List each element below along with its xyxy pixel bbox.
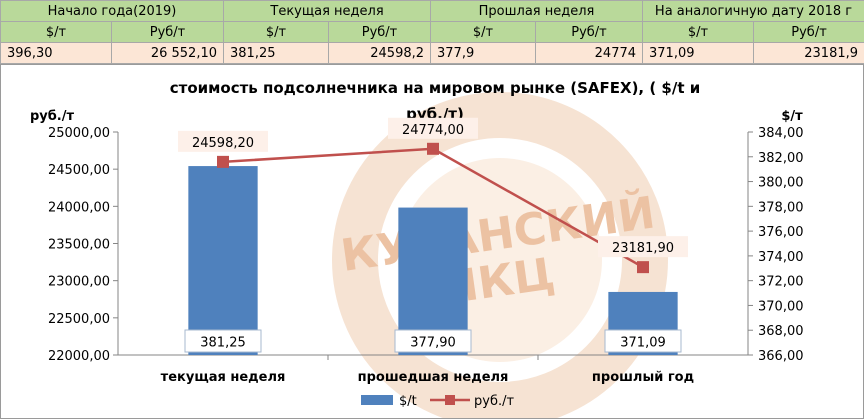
unit-cell: $/т <box>0 21 112 43</box>
header-same-date-2018: На аналогичную дату 2018 г <box>642 0 864 22</box>
value-cell: 396,30 <box>0 42 112 64</box>
line-data-label: 24598,20 <box>192 136 254 151</box>
line-point-rub <box>427 142 439 155</box>
bar-data-label-box <box>394 329 472 353</box>
y2-tick-label: 366,00 <box>758 349 804 364</box>
y2-tick-label: 378,00 <box>758 200 804 215</box>
chart-title-line1: стоимость подсолнечника на мировом рынке… <box>170 79 701 97</box>
y2-tick-label: 372,00 <box>758 275 804 290</box>
bar-data-label-box <box>604 329 682 353</box>
value-cell: 24598,2 <box>327 42 432 64</box>
line-point-rub <box>637 261 649 274</box>
y-tick-label: 23000,00 <box>48 275 110 290</box>
value-cell: 381,25 <box>223 42 329 64</box>
y-tick-label: 22500,00 <box>48 312 110 327</box>
value-cell: 26 552,10 <box>111 42 224 64</box>
line-data-label: 24774,00 <box>402 123 464 138</box>
legend-label-rub: руб./т <box>474 394 514 409</box>
bar-data-label: 377,90 <box>410 336 456 351</box>
y-tick-label: 24500,00 <box>48 163 110 178</box>
bar-data-label: 381,25 <box>200 336 246 351</box>
bar-data-label: 371,09 <box>620 336 666 351</box>
y2-tick-label: 384,00 <box>758 126 804 141</box>
unit-cell: Руб/т <box>753 21 864 43</box>
watermark-logo: КУБАНСКИЙ ИКЦ <box>332 92 668 419</box>
y2-tick-label: 376,00 <box>758 225 804 240</box>
y2-tick-label: 374,00 <box>758 250 804 265</box>
value-cell: 371,09 <box>642 42 755 64</box>
unit-cell: Руб/т <box>111 21 224 43</box>
y-axis-label: руб./т <box>30 109 75 124</box>
price-chart: КУБАНСКИЙ ИКЦ стоимость подсолнечника на… <box>30 79 804 419</box>
y-tick-label: 24000,00 <box>48 200 110 215</box>
y-tick-label: 25000,00 <box>48 126 110 141</box>
unit-cell: $/т <box>223 21 329 43</box>
x-tick-label: прошедшая неделя <box>358 370 509 385</box>
line-data-label-box <box>178 130 268 152</box>
y2-axis-label: $/т <box>781 109 803 124</box>
x-tick-label: текущая неделя <box>161 370 286 385</box>
value-cell: 23181,9 <box>753 42 864 64</box>
legend-swatch-usd <box>361 395 393 405</box>
legend-label-usd: $/t <box>399 394 417 409</box>
line-data-label-box <box>388 117 478 139</box>
line-data-label: 23181,90 <box>612 241 674 256</box>
header-previous-week: Прошлая неделя <box>430 0 644 22</box>
bar-data-label-box <box>184 329 262 353</box>
y-tick-label: 23500,00 <box>48 238 110 253</box>
value-cell: 24774 <box>535 42 644 64</box>
y2-tick-label: 368,00 <box>758 324 804 339</box>
unit-cell: Руб/т <box>327 21 432 43</box>
unit-cell: $/т <box>642 21 755 43</box>
line-point-rub <box>217 155 229 168</box>
y2-tick-label: 382,00 <box>758 151 804 166</box>
table-values-row: 396,30 26 552,10 381,25 24598,2 377,9 24… <box>0 42 864 64</box>
value-cell: 377,9 <box>430 42 537 64</box>
y2-tick-label: 380,00 <box>758 176 804 191</box>
x-tick-label: прошлый год <box>592 370 694 385</box>
header-current-week: Текущая неделя <box>222 0 432 22</box>
price-table: Начало года(2019) Текущая неделя Прошлая… <box>0 0 864 64</box>
table-header-row: Начало года(2019) Текущая неделя Прошлая… <box>0 0 864 22</box>
legend-marker-rub <box>445 395 455 405</box>
unit-cell: Руб/т <box>535 21 644 43</box>
table-units-row: $/т Руб/т $/т Руб/т $/т Руб/т $/т Руб/т <box>0 21 864 43</box>
header-year-start: Начало года(2019) <box>0 0 224 22</box>
y2-tick-label: 370,00 <box>758 299 804 314</box>
y-tick-label: 22000,00 <box>48 349 110 364</box>
unit-cell: $/т <box>430 21 537 43</box>
bar-usd <box>188 166 258 355</box>
line-data-label-box <box>598 236 688 258</box>
